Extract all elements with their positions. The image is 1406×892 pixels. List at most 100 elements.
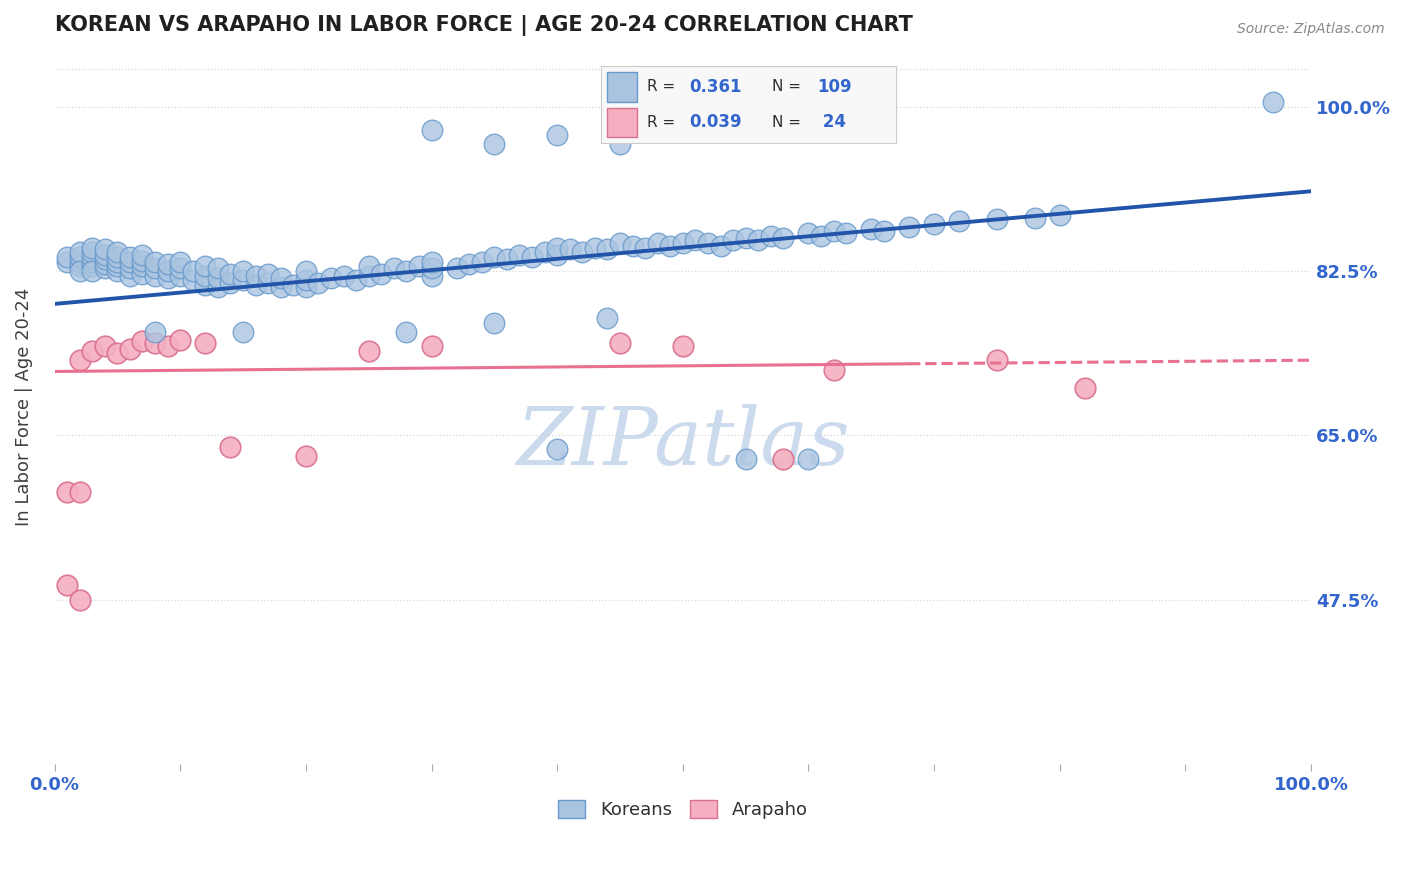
Point <box>420 261 443 276</box>
Point <box>546 241 568 255</box>
Point <box>1024 211 1046 225</box>
Point <box>484 137 506 152</box>
Point <box>609 336 631 351</box>
Point <box>169 333 191 347</box>
Point <box>471 254 494 268</box>
Point <box>295 449 318 463</box>
Point <box>69 254 91 268</box>
Point <box>571 245 593 260</box>
Point <box>118 268 141 283</box>
Point <box>357 260 380 274</box>
Point <box>156 270 179 285</box>
Point <box>797 451 820 466</box>
Point <box>69 245 91 260</box>
Point <box>118 342 141 356</box>
Point <box>721 233 744 247</box>
Point <box>659 238 682 252</box>
Point <box>420 254 443 268</box>
Point <box>105 250 128 264</box>
Point <box>634 241 657 255</box>
Point <box>194 260 217 274</box>
Point <box>143 254 166 268</box>
Point <box>898 219 921 234</box>
Point <box>734 231 756 245</box>
Legend: Koreans, Arapaho: Koreans, Arapaho <box>551 792 814 826</box>
Point <box>408 260 430 274</box>
Point <box>82 264 104 278</box>
Point <box>82 260 104 274</box>
Point <box>94 248 117 262</box>
Point <box>143 261 166 276</box>
Point <box>82 250 104 264</box>
Point <box>672 339 695 353</box>
Point <box>823 224 845 238</box>
Point <box>533 245 555 260</box>
Point <box>270 280 292 294</box>
Point <box>1074 381 1097 395</box>
Point <box>709 238 731 252</box>
Point <box>420 123 443 137</box>
Point <box>207 270 229 285</box>
Point <box>609 235 631 250</box>
Point <box>295 264 318 278</box>
Point <box>484 316 506 330</box>
Point <box>986 353 1008 368</box>
Point <box>647 235 669 250</box>
Text: ZIPatlas: ZIPatlas <box>516 404 849 482</box>
Point <box>131 260 153 274</box>
Point <box>105 345 128 359</box>
Point <box>420 268 443 283</box>
Point <box>131 253 153 268</box>
Point <box>558 243 581 257</box>
Point <box>520 250 543 264</box>
Point <box>56 254 79 268</box>
Point <box>94 261 117 276</box>
Point <box>257 267 280 281</box>
Point <box>283 278 305 293</box>
Point <box>56 578 79 592</box>
Point <box>94 339 117 353</box>
Point <box>685 233 707 247</box>
Point <box>56 250 79 264</box>
Point <box>69 264 91 278</box>
Point <box>194 278 217 293</box>
Point <box>105 254 128 268</box>
Text: KOREAN VS ARAPAHO IN LABOR FORCE | AGE 20-24 CORRELATION CHART: KOREAN VS ARAPAHO IN LABOR FORCE | AGE 2… <box>55 15 912 36</box>
Point <box>496 252 519 266</box>
Point <box>420 339 443 353</box>
Point <box>82 343 104 358</box>
Point <box>873 224 896 238</box>
Point <box>948 214 970 228</box>
Point <box>94 252 117 266</box>
Point <box>82 254 104 268</box>
Text: Source: ZipAtlas.com: Source: ZipAtlas.com <box>1237 22 1385 37</box>
Point <box>245 278 267 293</box>
Point <box>169 254 191 268</box>
Point <box>156 257 179 271</box>
Point <box>194 268 217 283</box>
Point <box>69 484 91 499</box>
Point <box>1049 208 1071 222</box>
Point <box>82 245 104 260</box>
Point <box>621 238 644 252</box>
Point <box>181 273 204 287</box>
Point <box>207 261 229 276</box>
Point <box>672 235 695 250</box>
Point <box>219 267 242 281</box>
Point <box>118 250 141 264</box>
Point <box>458 257 481 271</box>
Point <box>295 273 318 287</box>
Point <box>357 343 380 358</box>
Point <box>395 325 418 339</box>
Point <box>194 336 217 351</box>
Point <box>232 273 254 287</box>
Point <box>94 243 117 257</box>
Point <box>69 260 91 274</box>
Point <box>382 261 405 276</box>
Point <box>143 268 166 283</box>
Point <box>69 250 91 264</box>
Point <box>860 221 883 235</box>
Point <box>1263 95 1285 109</box>
Point <box>357 268 380 283</box>
Point <box>747 233 769 247</box>
